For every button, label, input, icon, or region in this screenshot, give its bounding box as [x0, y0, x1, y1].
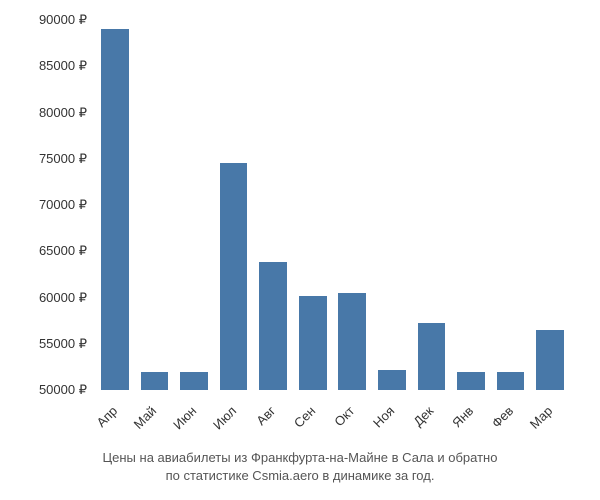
- y-tick-label: 85000 ₽: [39, 58, 87, 74]
- chart-caption: Цены на авиабилеты из Франкфурта-на-Майн…: [0, 449, 600, 485]
- y-tick-label: 90000 ₽: [39, 12, 87, 28]
- bar: [299, 296, 327, 390]
- x-tick-label: Сен: [291, 403, 318, 430]
- x-tick-label: Апр: [93, 403, 120, 430]
- bar: [338, 293, 366, 390]
- x-tick-label: Янв: [449, 403, 476, 430]
- caption-line1: Цены на авиабилеты из Франкфурта-на-Майн…: [103, 450, 498, 465]
- bar: [259, 262, 287, 390]
- y-axis: 50000 ₽55000 ₽60000 ₽65000 ₽70000 ₽75000…: [25, 20, 95, 390]
- x-axis: Апр Май Июн Июл Авг Сен Окт Ноя Дек Янв Фев Мар: [95, 395, 570, 455]
- x-tick-label: Июл: [210, 403, 239, 432]
- x-tick-label: Июн: [170, 403, 199, 432]
- x-tick-label: Мар: [527, 403, 556, 432]
- x-tick-label: Дек: [411, 403, 437, 429]
- x-tick-label: Ноя: [370, 403, 397, 430]
- x-tick-label: Фев: [488, 403, 516, 431]
- bars-group: [95, 20, 570, 390]
- y-tick-label: 55000 ₽: [39, 336, 87, 352]
- bar: [536, 330, 564, 390]
- y-tick-label: 80000 ₽: [39, 105, 87, 121]
- y-tick-label: 60000 ₽: [39, 290, 87, 306]
- bar: [378, 370, 406, 390]
- x-tick-label: Авг: [253, 403, 278, 428]
- bar: [141, 372, 169, 391]
- bar: [457, 372, 485, 391]
- bar: [220, 163, 248, 390]
- y-tick-label: 65000 ₽: [39, 243, 87, 259]
- y-tick-label: 50000 ₽: [39, 382, 87, 398]
- bar: [418, 323, 446, 390]
- bar: [101, 29, 129, 390]
- caption-line2: по статистике Csmia.aero в динамике за г…: [166, 468, 435, 483]
- chart-container: 50000 ₽55000 ₽60000 ₽65000 ₽70000 ₽75000…: [95, 20, 570, 390]
- y-tick-label: 70000 ₽: [39, 197, 87, 213]
- x-tick-label: Май: [131, 403, 160, 432]
- x-tick-label: Окт: [331, 403, 357, 429]
- bar: [180, 372, 208, 391]
- bar: [497, 372, 525, 391]
- y-tick-label: 75000 ₽: [39, 151, 87, 167]
